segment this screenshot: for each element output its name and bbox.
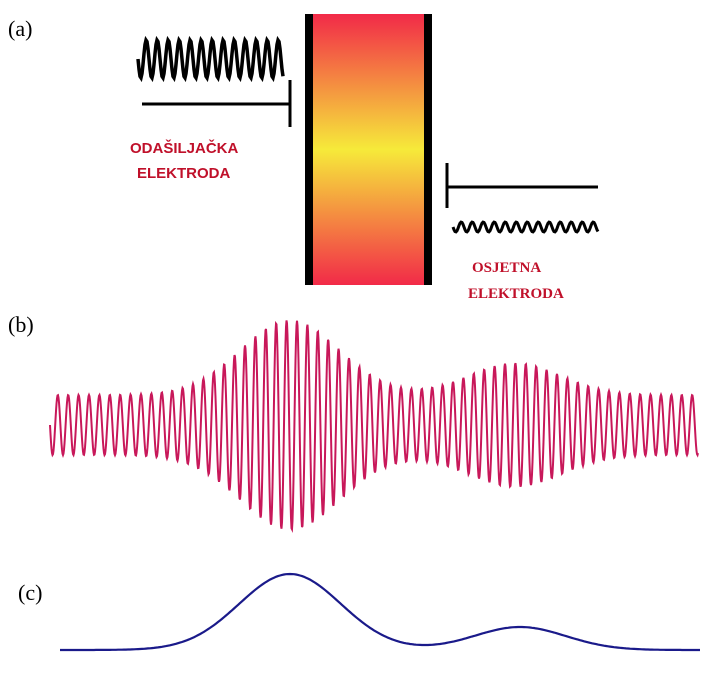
block-edge xyxy=(424,14,432,285)
sense-signal xyxy=(451,220,600,234)
sense-label: ELEKTRODA xyxy=(468,286,564,302)
panel-label: (b) xyxy=(8,312,34,337)
material-block xyxy=(305,14,432,285)
sense-label: OSJETNA xyxy=(472,260,541,276)
panel-label: (c) xyxy=(18,580,42,605)
envelope-signal xyxy=(60,572,700,652)
transmit-label: ODAŠILJAČKA xyxy=(130,139,239,157)
panel-label: (a) xyxy=(8,16,32,41)
transmit-signal xyxy=(136,35,285,83)
modulated-signal xyxy=(49,320,699,533)
block-edge xyxy=(305,14,313,285)
transmit-label: ELEKTRODA xyxy=(137,165,231,182)
